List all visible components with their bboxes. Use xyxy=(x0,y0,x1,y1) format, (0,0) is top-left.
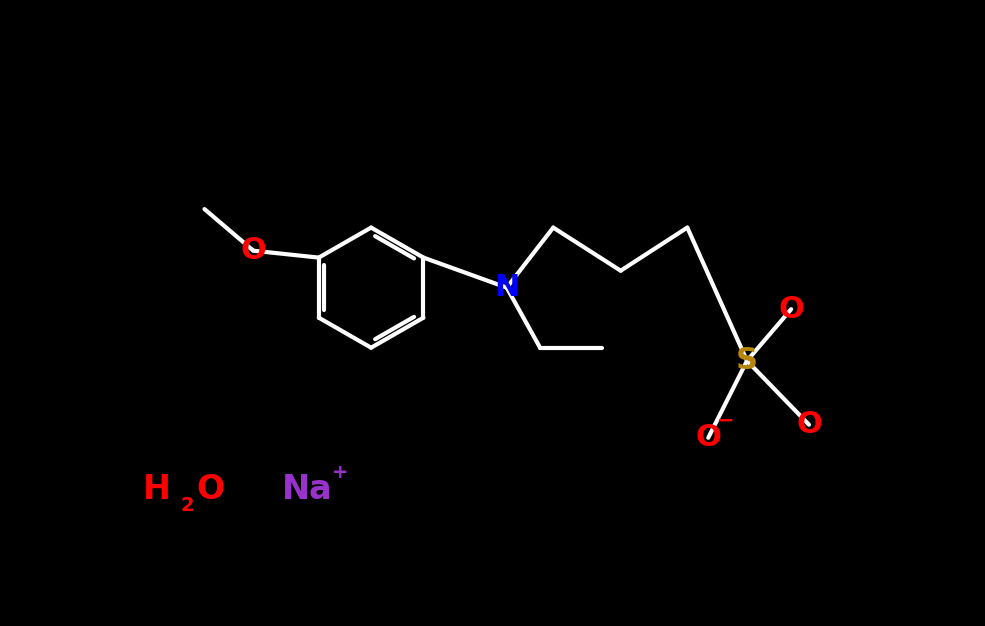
Text: O: O xyxy=(240,236,266,265)
Text: Na: Na xyxy=(283,473,333,506)
Text: 2: 2 xyxy=(180,496,194,515)
Text: −: − xyxy=(716,411,734,431)
Text: S: S xyxy=(736,346,758,376)
Text: O: O xyxy=(778,295,804,324)
Text: H: H xyxy=(143,473,171,506)
Text: O: O xyxy=(796,410,821,439)
Text: O: O xyxy=(196,473,225,506)
Text: +: + xyxy=(332,463,349,482)
Text: O: O xyxy=(695,423,721,453)
Text: N: N xyxy=(494,273,519,302)
